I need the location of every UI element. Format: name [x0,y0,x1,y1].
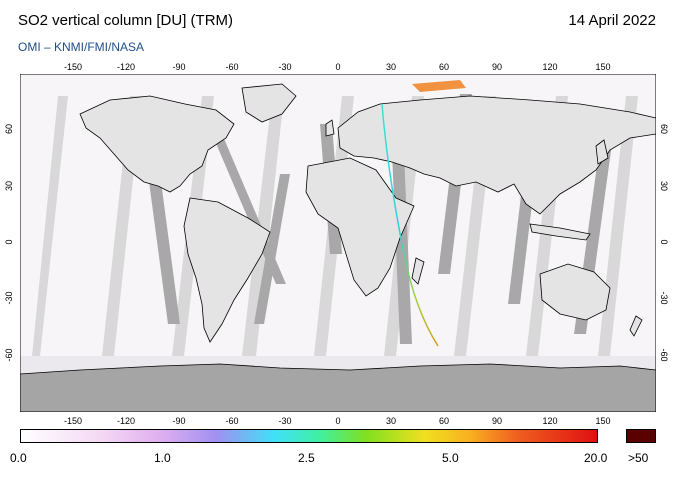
lat-tick-label-left: -60 [4,348,14,362]
lon-tick-label-top: 90 [491,62,503,72]
lat-tick-label-right: -30 [659,291,669,305]
lon-tick-label-bottom: 30 [385,416,397,426]
so2-plume-trace [381,103,439,347]
lon-tick-label-bottom: 0 [335,416,341,426]
lon-tick-label-top: -120 [116,62,136,72]
australia [539,263,611,321]
lon-tick-label-bottom: 60 [438,416,450,426]
colorbar [20,429,598,443]
eurasia [337,95,656,215]
antarctica [20,363,656,412]
lat-tick-label-right: 0 [659,239,669,245]
lon-tick-label-bottom: -30 [278,416,292,426]
lon-tick-label-top: 150 [595,62,611,72]
africa [305,157,415,297]
map-title: SO2 vertical column [DU] (TRM) [18,12,234,29]
new-zealand [629,315,643,337]
lat-tick-label-right: -60 [659,348,669,362]
north-america [79,95,235,193]
colorbar-label-3: 5.0 [442,451,459,465]
map-date: 14 April 2022 [568,12,656,29]
lon-tick-label-bottom: -60 [225,416,239,426]
colorbar-label-0: 0.0 [10,451,27,465]
coastlines [79,83,656,343]
lon-tick-label-top: -150 [63,62,83,72]
lat-tick-label-right: 60 [659,124,669,135]
south-america [183,197,271,343]
lat-tick-label-left: 60 [4,124,14,135]
data-credit: OMI – KNMI/FMI/NASA [18,40,145,54]
lon-tick-label-top: -30 [278,62,292,72]
lon-tick-label-bottom: -90 [172,416,186,426]
lon-tick-label-top: 120 [542,62,558,72]
lon-tick-label-top: 0 [335,62,341,72]
world-map[interactable] [20,74,656,412]
so2-arctic-patch [412,80,466,92]
colorbar-label-4: 20.0 [584,451,608,465]
lon-tick-label-top: 60 [438,62,450,72]
greenland [241,83,297,123]
lon-tick-label-bottom: -150 [63,416,83,426]
madagascar [411,257,425,285]
colorbar-label-2: 2.5 [298,451,315,465]
lon-tick-label-bottom: 150 [595,416,611,426]
lon-tick-label-top: -90 [172,62,186,72]
colorbar-label-5: >50 [628,451,649,465]
colorbar-overflow [626,429,656,443]
lon-tick-label-top: 30 [385,62,397,72]
uk [325,119,335,137]
lat-tick-label-left: 0 [4,239,14,245]
lon-tick-label-bottom: 120 [542,416,558,426]
lat-tick-label-right: 30 [659,180,669,191]
lat-tick-label-left: 30 [4,180,14,191]
lon-tick-label-top: -60 [225,62,239,72]
colorbar-label-1: 1.0 [154,451,171,465]
japan [595,139,609,165]
lon-tick-label-bottom: 90 [491,416,503,426]
indonesia [529,223,591,241]
lat-tick-label-left: -30 [4,291,14,305]
lon-tick-label-bottom: -120 [116,416,136,426]
